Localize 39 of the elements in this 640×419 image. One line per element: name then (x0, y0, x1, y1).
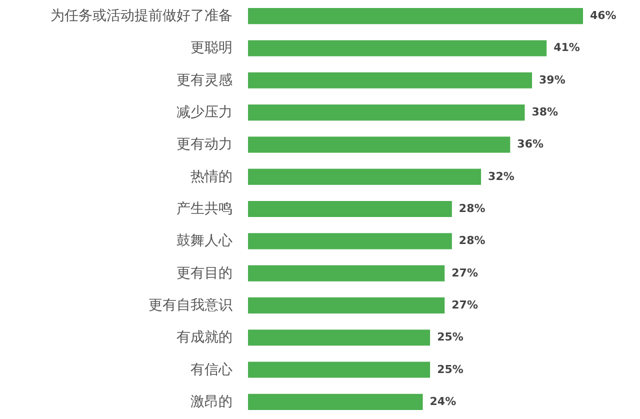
data-label: 27% (452, 298, 478, 312)
y-tick-label: 更有自我意识 (148, 297, 232, 314)
bar (248, 104, 525, 121)
bar (248, 297, 445, 314)
y-tick-label: 产生共鸣 (176, 201, 232, 217)
data-label: 38% (532, 106, 558, 119)
y-tick-label: 热情的 (190, 168, 232, 185)
bar (248, 72, 532, 88)
bar (248, 362, 430, 378)
bar (248, 265, 445, 282)
y-tick-label: 更聪明 (190, 40, 232, 56)
y-tick-label: 有成就的 (176, 330, 232, 346)
data-label: 28% (458, 202, 486, 215)
y-tick-label: 激昂的 (190, 394, 232, 410)
data-label: 39% (539, 73, 566, 86)
y-tick-label: 更有动力 (176, 136, 232, 153)
bar (248, 168, 482, 185)
bar (248, 330, 430, 346)
data-label: 32% (488, 170, 514, 183)
y-tick-label: 更有目的 (176, 265, 232, 282)
bar (248, 136, 510, 153)
data-label: 28% (458, 234, 486, 248)
data-label: 25% (437, 330, 464, 344)
data-label: 46% (590, 9, 616, 22)
data-label: 36% (517, 138, 544, 151)
bar (248, 233, 452, 250)
bar (248, 200, 452, 218)
data-label: 41% (554, 41, 580, 54)
data-label: 25% (437, 362, 464, 376)
data-label: 27% (452, 266, 478, 280)
bar (248, 8, 583, 24)
bar (248, 394, 423, 410)
y-tick-label: 有信心 (190, 362, 232, 378)
y-tick-label: 为任务或活动提前做好了准备 (50, 8, 232, 24)
y-tick-label: 减少压力 (176, 104, 232, 121)
y-tick-label: 更有灵感 (176, 72, 232, 88)
y-tick-label: 鼓舞人心 (176, 233, 232, 250)
bar (248, 40, 547, 56)
data-label: 24% (430, 394, 456, 408)
